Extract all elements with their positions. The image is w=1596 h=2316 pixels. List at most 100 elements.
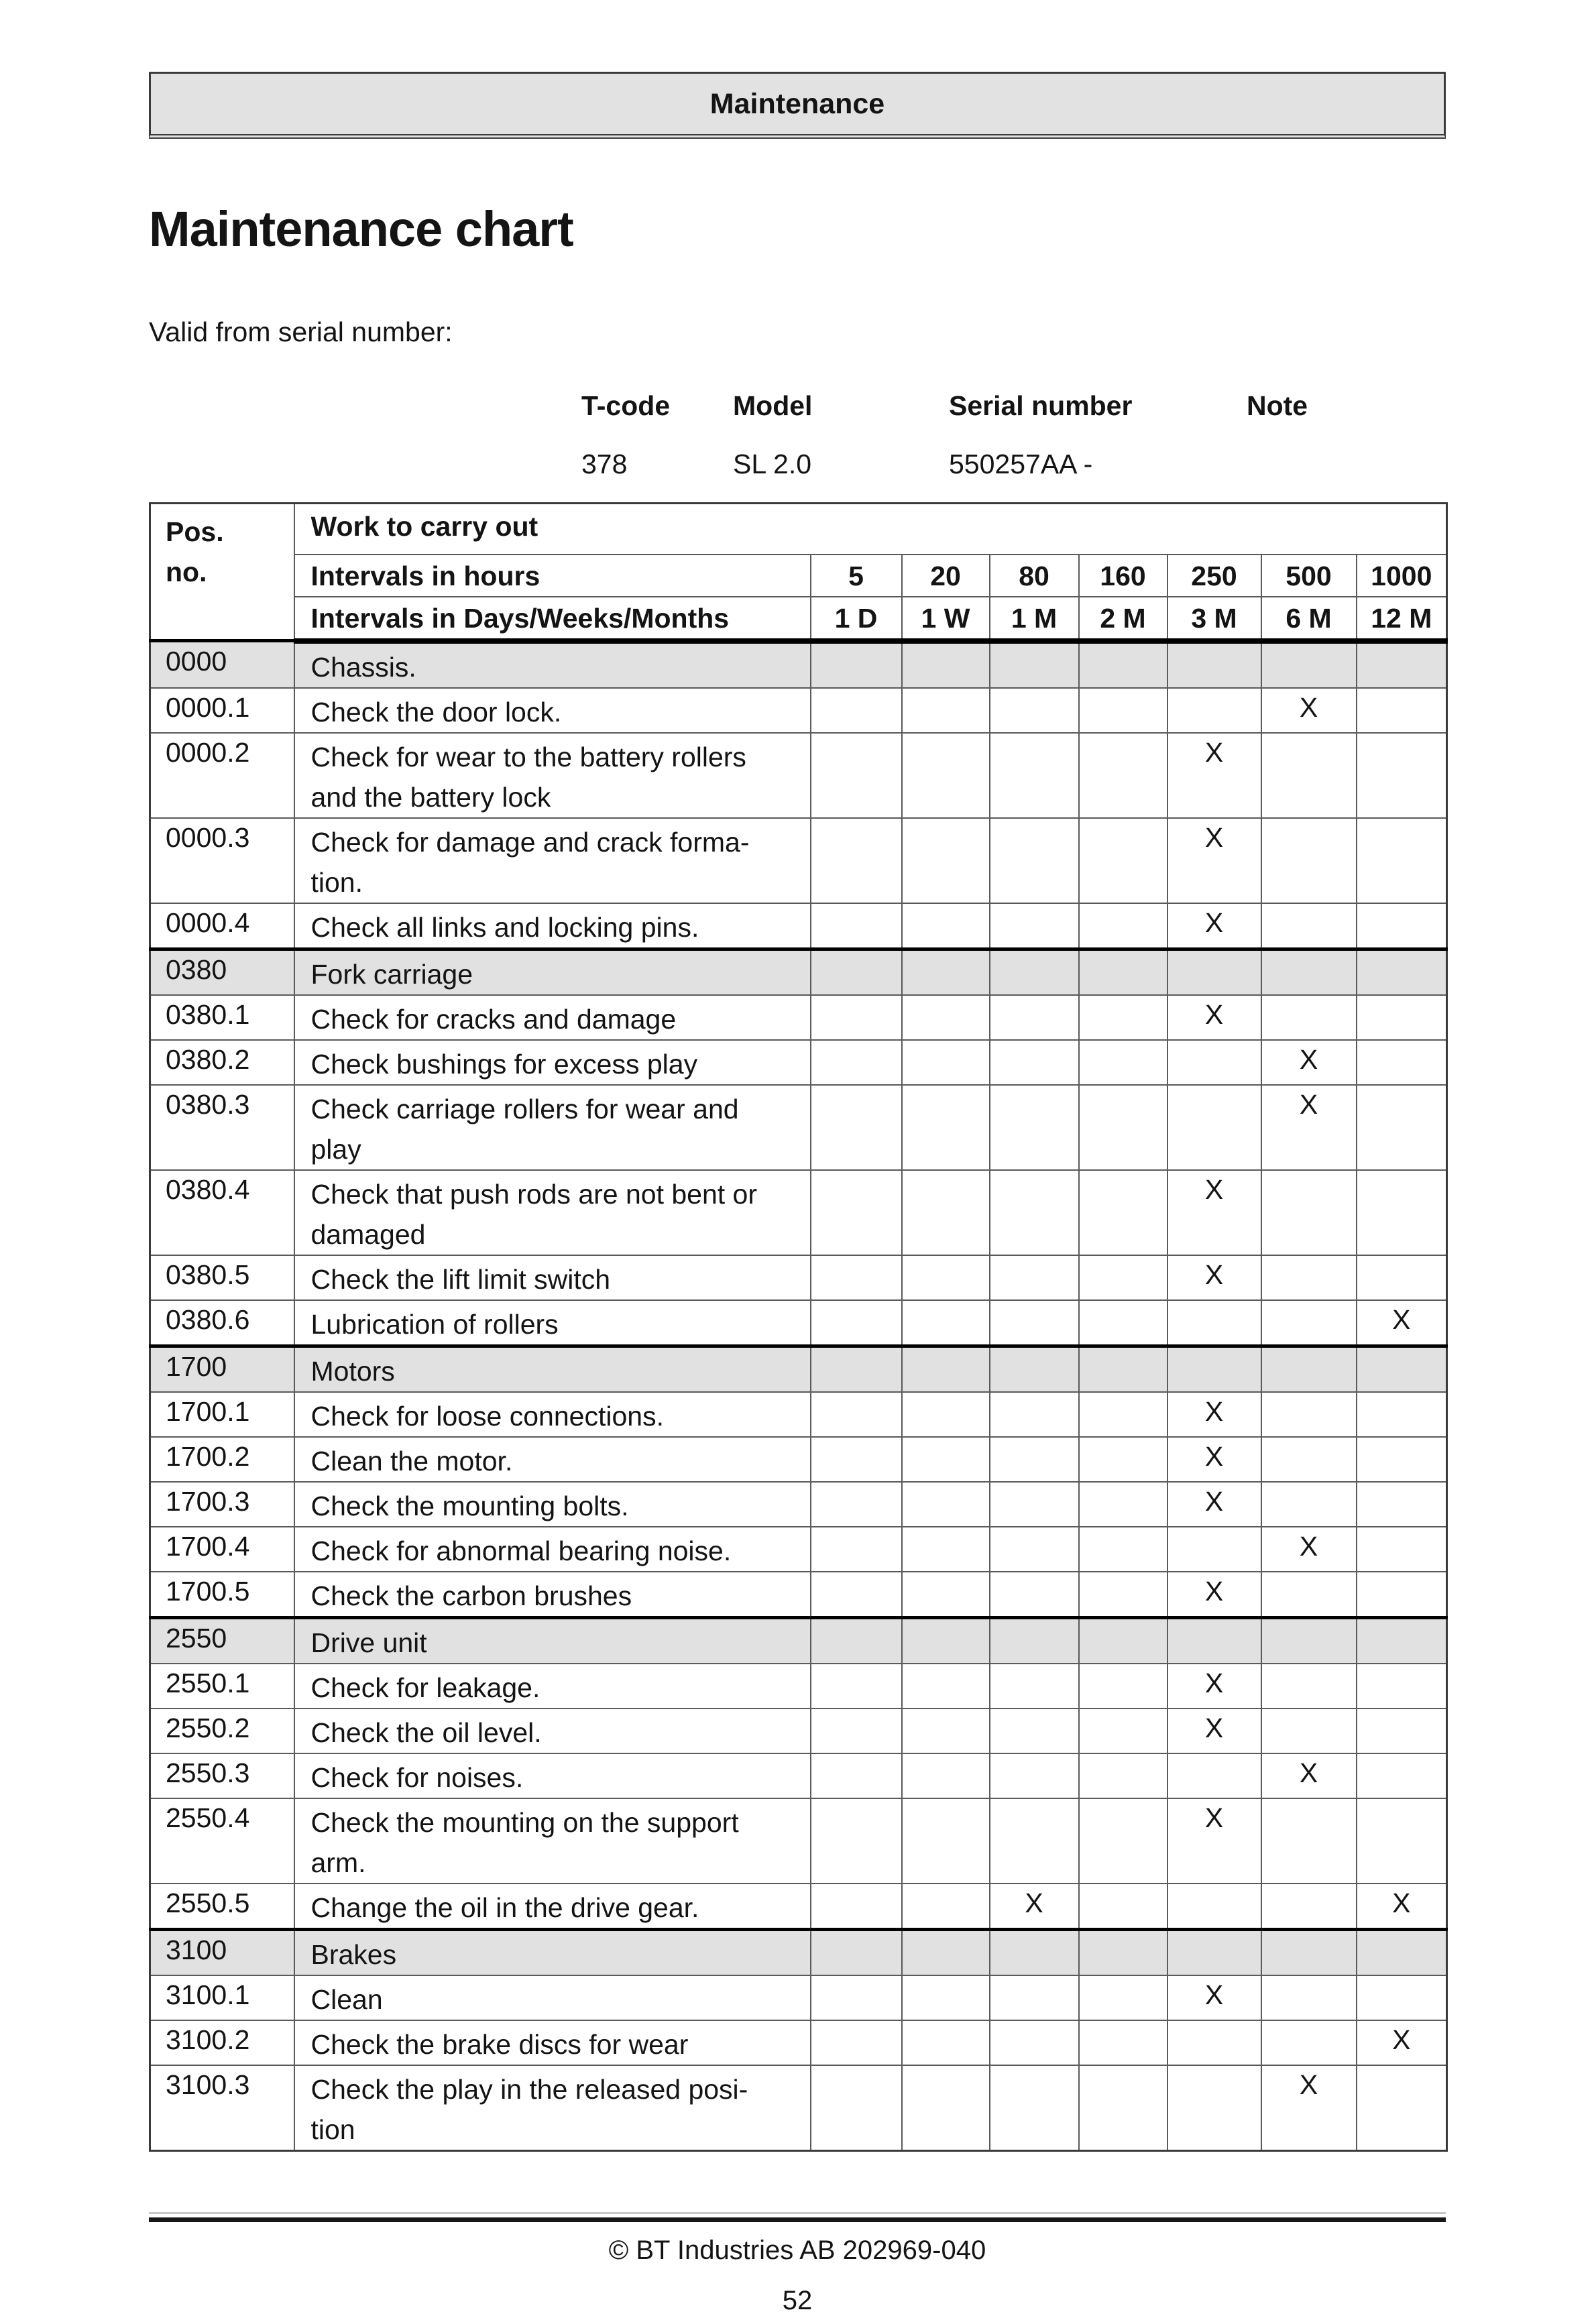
page-title: Maintenance chart bbox=[149, 201, 574, 257]
row-mark-cell bbox=[1078, 1707, 1168, 1754]
row-mark-cell bbox=[1078, 1039, 1168, 1086]
row-mark-cell bbox=[1078, 732, 1168, 819]
section-row: 1700 Motors bbox=[149, 1344, 1448, 1393]
row-mark-cell bbox=[1166, 687, 1262, 734]
row-pos-number: 0380 bbox=[149, 947, 295, 996]
table-header-row-periods: Intervals in Days/Weeks/Months 1 D 1 W 1… bbox=[150, 595, 1448, 644]
row-pos-number: 1700.3 bbox=[149, 1481, 295, 1527]
row-mark-cell bbox=[1260, 1169, 1357, 1256]
row-mark-cell bbox=[1078, 1299, 1168, 1347]
row-mark-cell bbox=[1355, 1481, 1448, 1527]
pos-header-line2: no. bbox=[166, 556, 207, 587]
row-mark-cell bbox=[901, 1570, 990, 1619]
row-mark-cell bbox=[901, 1525, 990, 1572]
intervals-hours-label: Intervals in hours bbox=[293, 553, 811, 597]
row-mark-cell bbox=[1260, 1927, 1357, 1976]
row-work-text: Motors bbox=[293, 1344, 811, 1393]
row-pos-number: 0000.2 bbox=[149, 732, 295, 819]
row-mark-cell bbox=[1260, 1254, 1357, 1301]
hours-col: 80 bbox=[988, 553, 1080, 597]
row-mark-cell bbox=[901, 687, 990, 734]
table-header-row-hours: Intervals in hours 5 20 80 160 250 500 1… bbox=[150, 553, 1448, 597]
row-mark-cell bbox=[1260, 1391, 1357, 1438]
row-work-text: Check the carbon brushes bbox=[293, 1570, 811, 1619]
row-mark-cell bbox=[809, 1254, 903, 1301]
note-header: Note bbox=[1247, 390, 1308, 421]
row-work-text: Check all links and locking pins. bbox=[293, 902, 811, 950]
row-mark-cell bbox=[1260, 1615, 1357, 1664]
row-pos-number: 3100.2 bbox=[149, 2019, 295, 2066]
row-work-text: Check for noises. bbox=[293, 1752, 811, 1799]
row-pos-number: 2550.1 bbox=[149, 1662, 295, 1709]
row-pos-number: 3100 bbox=[149, 1927, 295, 1976]
row-mark-cell bbox=[809, 732, 903, 819]
row-work-text: Clean bbox=[293, 1974, 811, 2021]
row-mark-cell bbox=[809, 1344, 903, 1393]
table-row: 3100.1 Clean X bbox=[149, 1974, 1448, 2021]
row-pos-number: 0000 bbox=[149, 639, 295, 689]
row-work-text: Clean the motor. bbox=[293, 1436, 811, 1483]
row-mark-cell bbox=[1078, 687, 1168, 734]
row-mark-cell bbox=[809, 1570, 903, 1619]
section-row: 3100 Brakes bbox=[149, 1927, 1448, 1976]
hours-col: 20 bbox=[901, 553, 990, 597]
period-col: 1 D bbox=[809, 595, 903, 644]
row-mark-cell: X bbox=[1260, 687, 1357, 734]
row-mark-cell bbox=[988, 1974, 1080, 2021]
row-mark-cell bbox=[988, 1927, 1080, 1976]
row-work-text: Check that push rods are not bent or dam… bbox=[293, 1169, 811, 1256]
row-mark-cell bbox=[988, 902, 1080, 950]
hours-col: 1000 bbox=[1355, 553, 1448, 597]
row-mark-cell bbox=[1078, 1481, 1168, 1527]
row-mark-cell bbox=[1260, 1882, 1357, 1930]
row-mark-cell bbox=[1355, 1707, 1448, 1754]
row-mark-cell bbox=[1260, 1481, 1357, 1527]
row-mark-cell bbox=[1260, 1436, 1357, 1483]
row-mark-cell bbox=[988, 1391, 1080, 1438]
row-mark-cell bbox=[1355, 1974, 1448, 2021]
table-row: 2550.2 Check the oil level. X bbox=[149, 1707, 1448, 1754]
row-mark-cell bbox=[1260, 1707, 1357, 1754]
row-pos-number: 0380.6 bbox=[149, 1299, 295, 1347]
row-mark-cell bbox=[1355, 1662, 1448, 1709]
row-work-text: Brakes bbox=[293, 1927, 811, 1976]
row-pos-number: 2550.4 bbox=[149, 1797, 295, 1884]
footer-copyright: © BT Industries AB 202969-040 bbox=[608, 2235, 986, 2265]
row-mark-cell bbox=[988, 2019, 1080, 2066]
section-row: 0380 Fork carriage bbox=[149, 947, 1448, 996]
row-mark-cell bbox=[1078, 1254, 1168, 1301]
row-mark-cell bbox=[1166, 1927, 1262, 1976]
row-mark-cell: X bbox=[1166, 1797, 1262, 1884]
tcode-value: 378 bbox=[581, 449, 628, 480]
hours-col: 250 bbox=[1166, 553, 1262, 597]
row-mark-cell bbox=[1355, 1615, 1448, 1664]
row-mark-cell bbox=[1260, 1570, 1357, 1619]
row-mark-cell bbox=[988, 1797, 1080, 1884]
hours-col: 160 bbox=[1078, 553, 1168, 597]
row-mark-cell bbox=[809, 817, 903, 904]
row-mark-cell bbox=[988, 1570, 1080, 1619]
row-mark-cell bbox=[809, 1927, 903, 1976]
row-work-text: Check for cracks and damage bbox=[293, 994, 811, 1041]
row-pos-number: 2550.3 bbox=[149, 1752, 295, 1799]
row-pos-number: 0000.4 bbox=[149, 902, 295, 950]
row-pos-number: 0000.3 bbox=[149, 817, 295, 904]
row-mark-cell bbox=[988, 1662, 1080, 1709]
row-mark-cell bbox=[1355, 1254, 1448, 1301]
period-col: 12 M bbox=[1355, 595, 1448, 644]
row-work-text: Check for wear to the battery rollers an… bbox=[293, 732, 811, 819]
row-pos-number: 0380.4 bbox=[149, 1169, 295, 1256]
section-row: 2550 Drive unit bbox=[149, 1615, 1448, 1664]
row-mark-cell: X bbox=[1166, 732, 1262, 819]
row-mark-cell bbox=[1078, 1525, 1168, 1572]
row-mark-cell bbox=[1260, 1344, 1357, 1393]
row-mark-cell bbox=[1078, 1084, 1168, 1171]
table-row: 0380.6 Lubrication of rollers X bbox=[149, 1299, 1448, 1347]
row-work-text: Check the brake discs for wear bbox=[293, 2019, 811, 2066]
table-row: 0000.4 Check all links and locking pins.… bbox=[149, 902, 1448, 950]
row-mark-cell bbox=[901, 1974, 990, 2021]
row-mark-cell bbox=[901, 1169, 990, 1256]
serial-value: 550257AA - bbox=[949, 449, 1093, 480]
row-mark-cell bbox=[988, 947, 1080, 996]
row-work-text: Check the mounting bolts. bbox=[293, 1481, 811, 1527]
